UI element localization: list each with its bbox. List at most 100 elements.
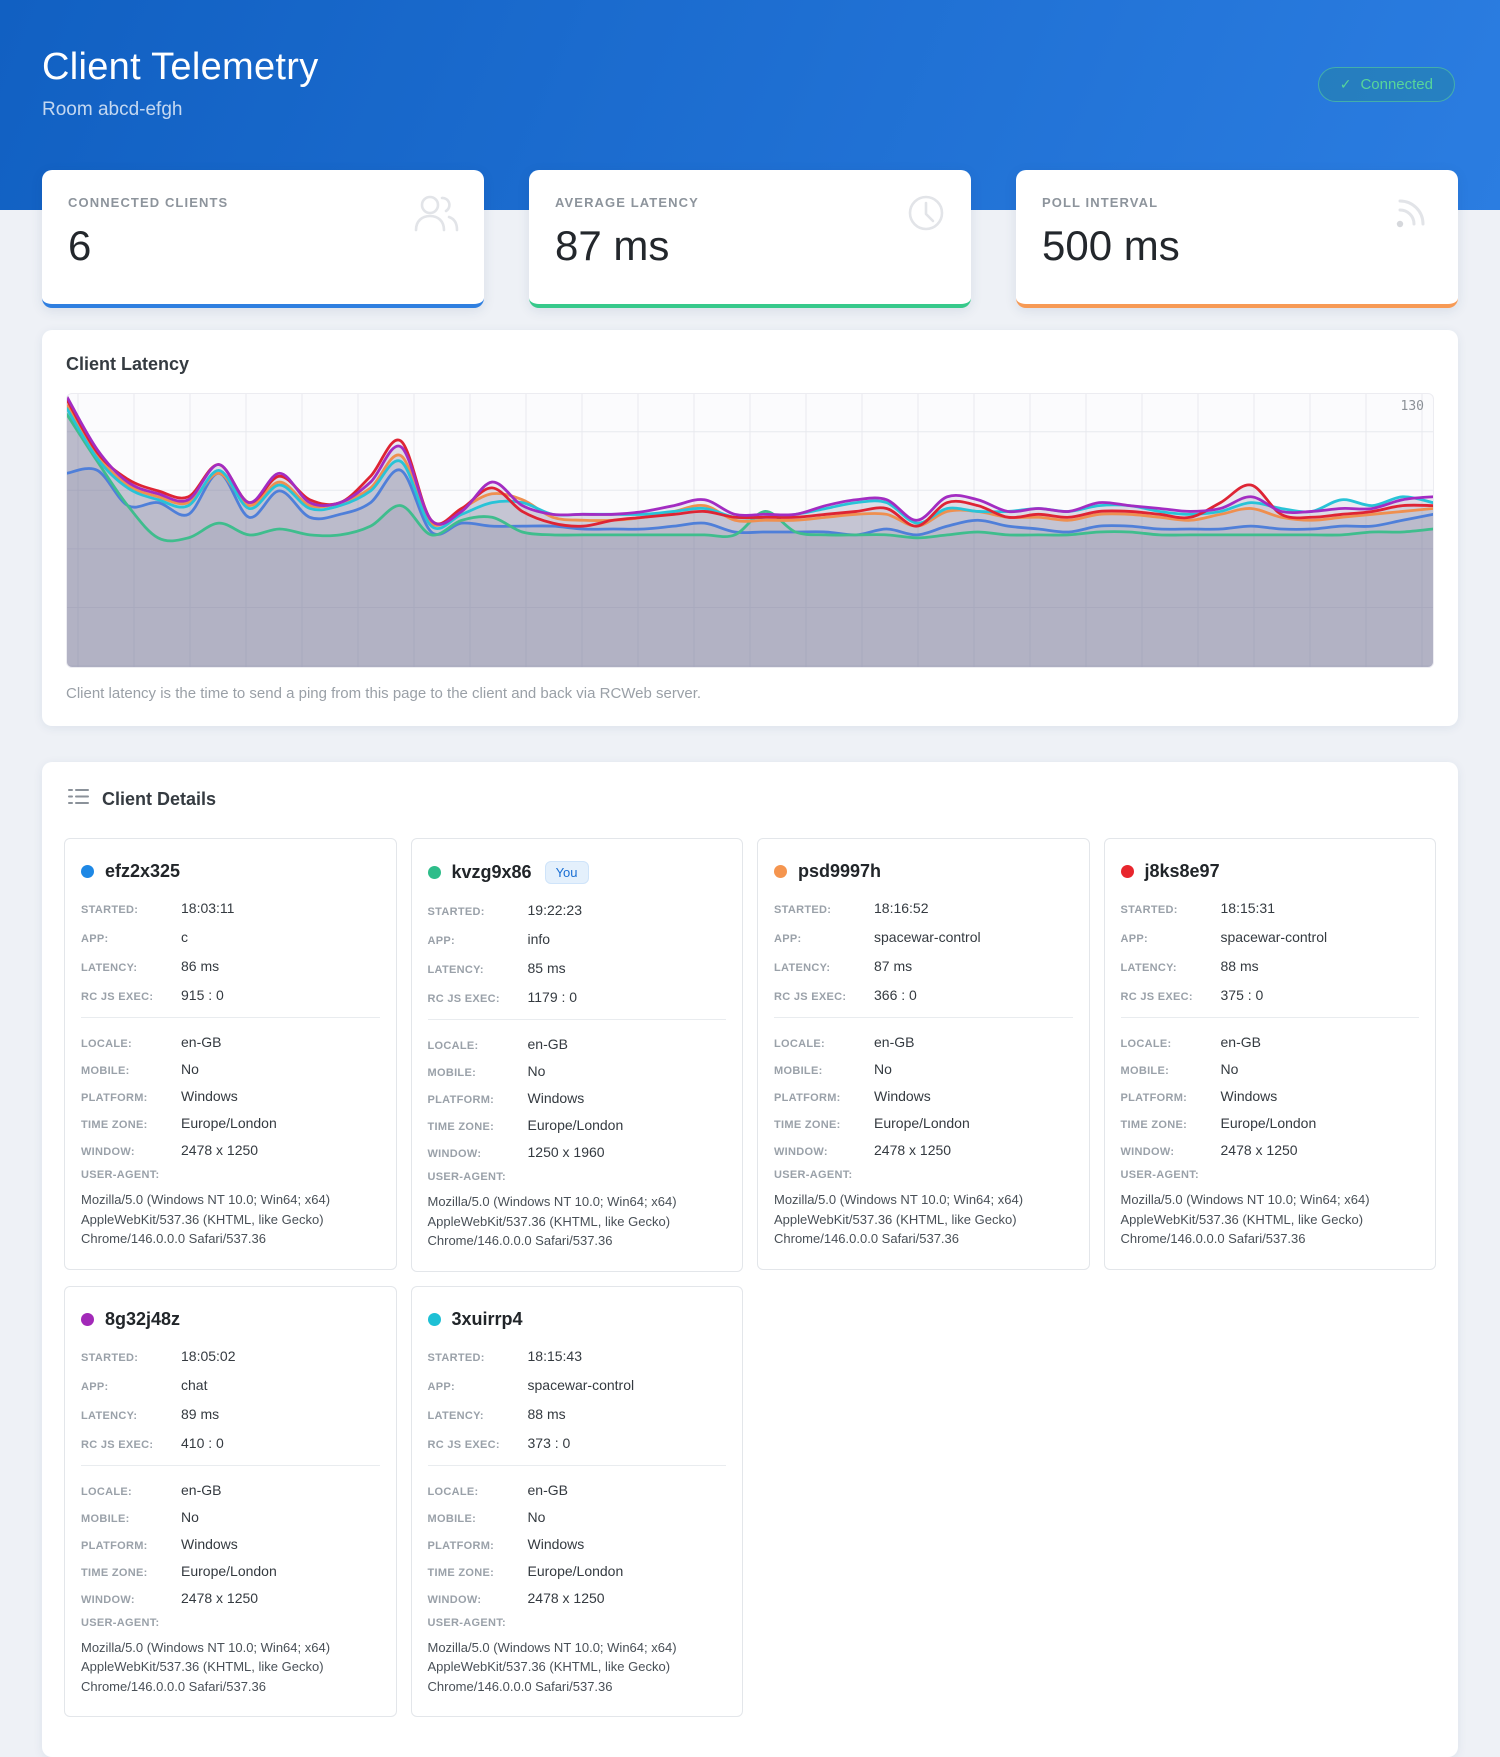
field-row-time-zone: TIME ZONE:Europe/London [774, 1115, 1073, 1131]
field-value: 86 ms [181, 958, 219, 974]
field-value: 88 ms [1221, 958, 1259, 974]
field-row-started: STARTED:18:16:52 [774, 900, 1073, 916]
client-color-dot [81, 1313, 94, 1326]
field-row-rc-js-exec: RC JS EXEC:366 : 0 [774, 987, 1073, 1003]
client-grid: efz2x325 STARTED:18:03:11 APP:c LATENCY:… [64, 838, 1436, 1717]
client-primary-fields: STARTED:18:16:52 APP:spacewar-control LA… [774, 900, 1073, 1003]
field-value: 2478 x 1250 [181, 1142, 258, 1158]
client-color-dot [1121, 865, 1134, 878]
field-row-latency: LATENCY:88 ms [428, 1406, 727, 1422]
field-value: Windows [181, 1536, 238, 1552]
field-row-locale: LOCALE:en-GB [81, 1482, 380, 1498]
field-value: en-GB [528, 1482, 568, 1498]
field-value: No [181, 1509, 199, 1525]
field-label: LOCALE: [428, 1486, 528, 1498]
stat-value: 6 [68, 222, 458, 270]
field-label: LOCALE: [774, 1038, 874, 1050]
field-label: APP: [1121, 933, 1221, 945]
field-row-time-zone: TIME ZONE:Europe/London [81, 1115, 380, 1131]
field-value: Europe/London [181, 1115, 277, 1131]
field-row-latency: LATENCY:89 ms [81, 1406, 380, 1422]
field-row-platform: PLATFORM:Windows [774, 1088, 1073, 1104]
field-row-app: APP:spacewar-control [774, 929, 1073, 945]
field-label: STARTED: [428, 1352, 528, 1364]
list-icon [68, 788, 89, 810]
user-agent-value: Mozilla/5.0 (Windows NT 10.0; Win64; x64… [428, 1192, 727, 1251]
field-label: PLATFORM: [81, 1092, 181, 1104]
field-value: Europe/London [528, 1117, 624, 1133]
field-label: MOBILE: [81, 1065, 181, 1077]
field-value: No [181, 1061, 199, 1077]
latency-chart-svg [67, 394, 1433, 667]
field-value: No [1221, 1061, 1239, 1077]
user-agent-label: USER-AGENT: [428, 1617, 727, 1629]
client-primary-fields: STARTED:19:22:23 APP:info LATENCY:85 ms … [428, 902, 727, 1005]
field-label: STARTED: [428, 906, 528, 918]
latency-chart: 130 [66, 393, 1434, 668]
card-divider [428, 1019, 727, 1020]
field-row-platform: PLATFORM:Windows [1121, 1088, 1420, 1104]
client-id: psd9997h [798, 861, 881, 882]
field-row-mobile: MOBILE:No [428, 1063, 727, 1079]
field-value: spacewar-control [874, 929, 981, 945]
client-card-header: efz2x325 [81, 861, 380, 882]
user-agent-label: USER-AGENT: [428, 1171, 727, 1183]
field-label: WINDOW: [81, 1146, 181, 1158]
client-secondary-fields: LOCALE:en-GB MOBILE:No PLATFORM:Windows … [428, 1036, 727, 1160]
field-label: PLATFORM: [428, 1540, 528, 1552]
field-label: APP: [428, 1381, 528, 1393]
field-row-time-zone: TIME ZONE:Europe/London [1121, 1115, 1420, 1131]
field-label: WINDOW: [1121, 1146, 1221, 1158]
field-value: c [181, 929, 188, 945]
field-value: 18:05:02 [181, 1348, 236, 1364]
stat-card-poll-interval: POLL INTERVAL 500 ms [1016, 170, 1458, 308]
card-divider [81, 1017, 380, 1018]
field-value: Windows [528, 1536, 585, 1552]
field-value: 410 : 0 [181, 1435, 224, 1451]
client-card: 3xuirrp4 STARTED:18:15:43 APP:spacewar-c… [411, 1286, 744, 1718]
connection-status-label: Connected [1360, 76, 1433, 93]
stat-card-connected-clients: CONNECTED CLIENTS 6 [42, 170, 484, 308]
client-color-dot [774, 865, 787, 878]
field-value: en-GB [181, 1482, 221, 1498]
user-agent-label: USER-AGENT: [81, 1617, 380, 1629]
client-secondary-fields: LOCALE:en-GB MOBILE:No PLATFORM:Windows … [428, 1482, 727, 1606]
field-label: LATENCY: [81, 1410, 181, 1422]
field-label: RC JS EXEC: [428, 993, 528, 1005]
client-card-header: j8ks8e97 [1121, 861, 1420, 882]
field-value: en-GB [181, 1034, 221, 1050]
field-value: 89 ms [181, 1406, 219, 1422]
field-label: LOCALE: [81, 1486, 181, 1498]
room-subtitle: Room abcd-efgh [42, 99, 1455, 121]
field-row-mobile: MOBILE:No [774, 1061, 1073, 1077]
client-details-panel: Client Details efz2x325 STARTED:18:03:11… [42, 762, 1458, 1757]
client-card: psd9997h STARTED:18:16:52 APP:spacewar-c… [757, 838, 1090, 1270]
field-value: 2478 x 1250 [528, 1590, 605, 1606]
field-row-latency: LATENCY:88 ms [1121, 958, 1420, 974]
field-label: STARTED: [1121, 904, 1221, 916]
field-row-mobile: MOBILE:No [81, 1061, 380, 1077]
field-label: TIME ZONE: [428, 1567, 528, 1579]
field-label: LOCALE: [428, 1040, 528, 1052]
field-row-latency: LATENCY:85 ms [428, 960, 727, 976]
stat-value: 87 ms [555, 222, 945, 270]
field-row-window: WINDOW:1250 x 1960 [428, 1144, 727, 1160]
field-label: RC JS EXEC: [428, 1439, 528, 1451]
field-row-platform: PLATFORM:Windows [81, 1536, 380, 1552]
card-divider [428, 1465, 727, 1466]
client-details-title: Client Details [102, 789, 216, 810]
client-primary-fields: STARTED:18:05:02 APP:chat LATENCY:89 ms … [81, 1348, 380, 1451]
client-color-dot [81, 865, 94, 878]
field-row-app: APP:info [428, 931, 727, 947]
field-row-time-zone: TIME ZONE:Europe/London [81, 1563, 380, 1579]
field-value: 2478 x 1250 [1221, 1142, 1298, 1158]
field-label: RC JS EXEC: [81, 991, 181, 1003]
client-card-header: psd9997h [774, 861, 1073, 882]
client-card-header: 8g32j48z [81, 1309, 380, 1330]
field-value: 2478 x 1250 [181, 1590, 258, 1606]
field-label: TIME ZONE: [81, 1567, 181, 1579]
field-label: LATENCY: [428, 1410, 528, 1422]
field-row-window: WINDOW:2478 x 1250 [81, 1142, 380, 1158]
field-label: WINDOW: [774, 1146, 874, 1158]
client-id: 8g32j48z [105, 1309, 180, 1330]
